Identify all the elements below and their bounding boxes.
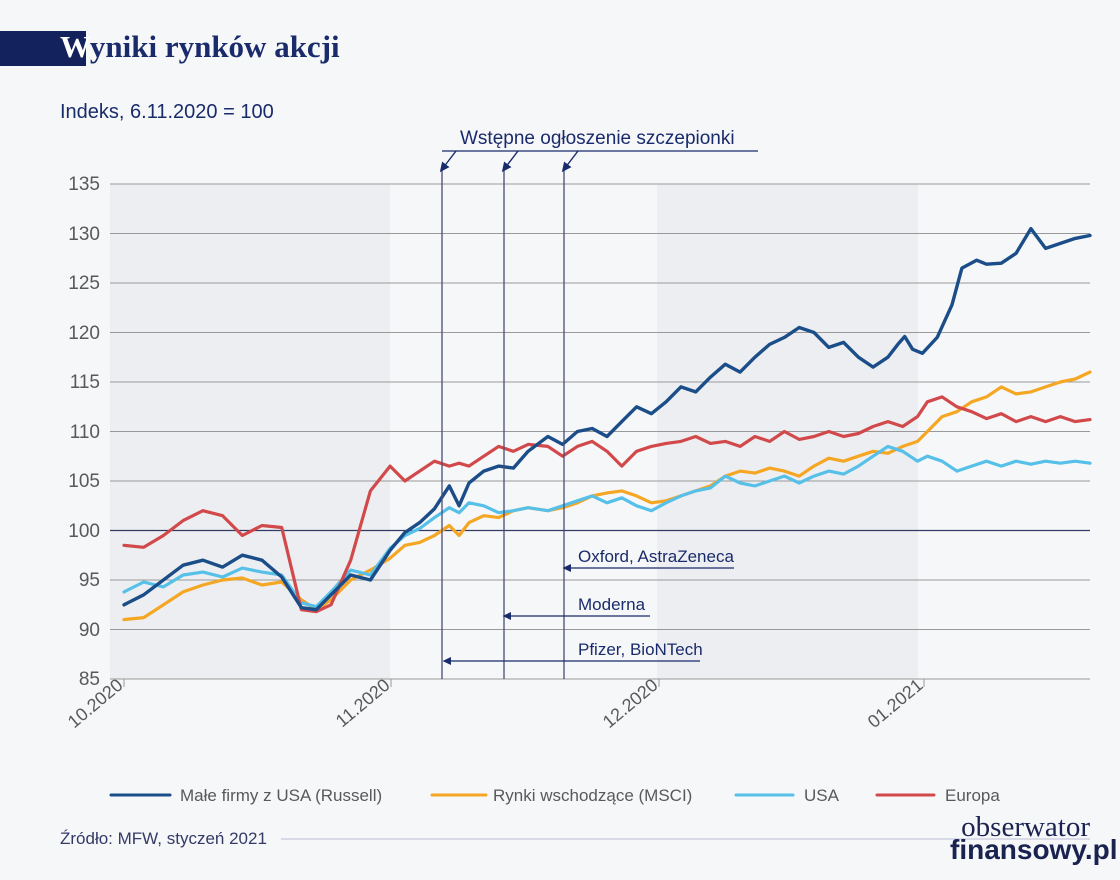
svg-text:120: 120 <box>68 323 100 344</box>
svg-text:12.2020: 12.2020 <box>599 675 662 732</box>
svg-text:Wstępne ogłoszenie szczepionki: Wstępne ogłoszenie szczepionki <box>460 128 735 149</box>
svg-text:Małe firmy z USA (Russell): Małe firmy z USA (Russell) <box>180 786 382 805</box>
svg-text:85: 85 <box>79 669 100 690</box>
svg-text:01.2021: 01.2021 <box>864 675 927 732</box>
svg-text:90: 90 <box>79 620 100 641</box>
svg-text:110: 110 <box>70 422 100 443</box>
svg-text:Źródło: MFW, styczeń 2021: Źródło: MFW, styczeń 2021 <box>60 829 267 848</box>
svg-text:Europa: Europa <box>945 786 1000 805</box>
svg-text:Moderna: Moderna <box>578 595 646 614</box>
svg-text:Oxford, AstraZeneca: Oxford, AstraZeneca <box>578 547 734 566</box>
svg-text:130: 130 <box>68 224 100 245</box>
svg-text:Rynki wschodzące (MSCI): Rynki wschodzące (MSCI) <box>493 786 692 805</box>
svg-text:95: 95 <box>79 570 100 591</box>
svg-text:115: 115 <box>70 372 100 393</box>
svg-text:125: 125 <box>68 273 100 294</box>
svg-text:11.2020: 11.2020 <box>332 675 394 731</box>
svg-text:USA: USA <box>804 786 840 805</box>
svg-text:135: 135 <box>68 174 100 195</box>
svg-text:105: 105 <box>68 471 100 492</box>
svg-text:Pfizer, BioNTech: Pfizer, BioNTech <box>578 640 703 659</box>
svg-text:100: 100 <box>68 521 100 542</box>
